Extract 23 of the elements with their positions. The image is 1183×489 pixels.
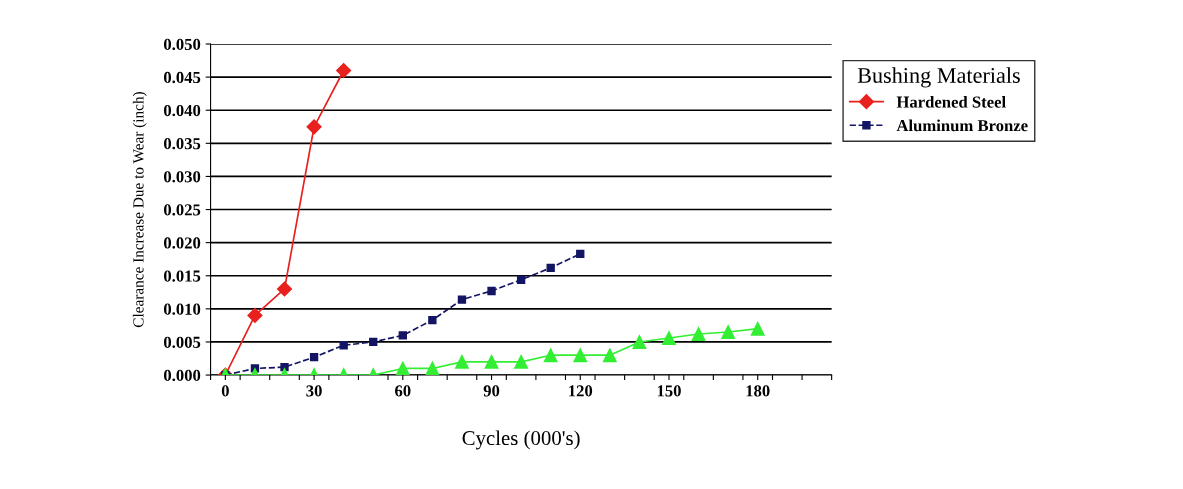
x-axis-title: Cycles (000's): [462, 430, 580, 450]
x-tick-label: 30: [306, 385, 322, 397]
y-tick-label: 0.010: [163, 303, 201, 315]
y-tick-label: 0.005: [163, 336, 201, 348]
y-axis-title: Clearance Increase Due to Wear (inch): [132, 91, 147, 328]
y-tick-label: 0.030: [163, 171, 201, 183]
y-tick-label: 0.025: [163, 204, 201, 216]
x-tick-label: 90: [483, 385, 500, 397]
x-tick-label: 0: [221, 385, 229, 397]
x-tick-label: 150: [657, 385, 681, 397]
legend-label: Aluminum Bronze: [896, 119, 1028, 132]
legend-title: Bushing Materials: [857, 67, 1020, 88]
y-tick-label: 0.045: [163, 71, 201, 84]
y-tick-label: 0.000: [163, 369, 201, 382]
y-tick-label: 0.015: [163, 270, 201, 282]
y-tick-label: 0.035: [163, 138, 201, 150]
x-tick-label: 120: [569, 385, 593, 397]
x-tick-label: 60: [395, 385, 411, 397]
x-tick-label: 180: [746, 385, 770, 397]
legend-label: Hardened Steel: [896, 95, 1006, 108]
y-tick-label: 0.020: [163, 237, 201, 249]
y-tick-label: 0.040: [163, 104, 201, 117]
y-tick-label: 0.050: [163, 38, 201, 51]
